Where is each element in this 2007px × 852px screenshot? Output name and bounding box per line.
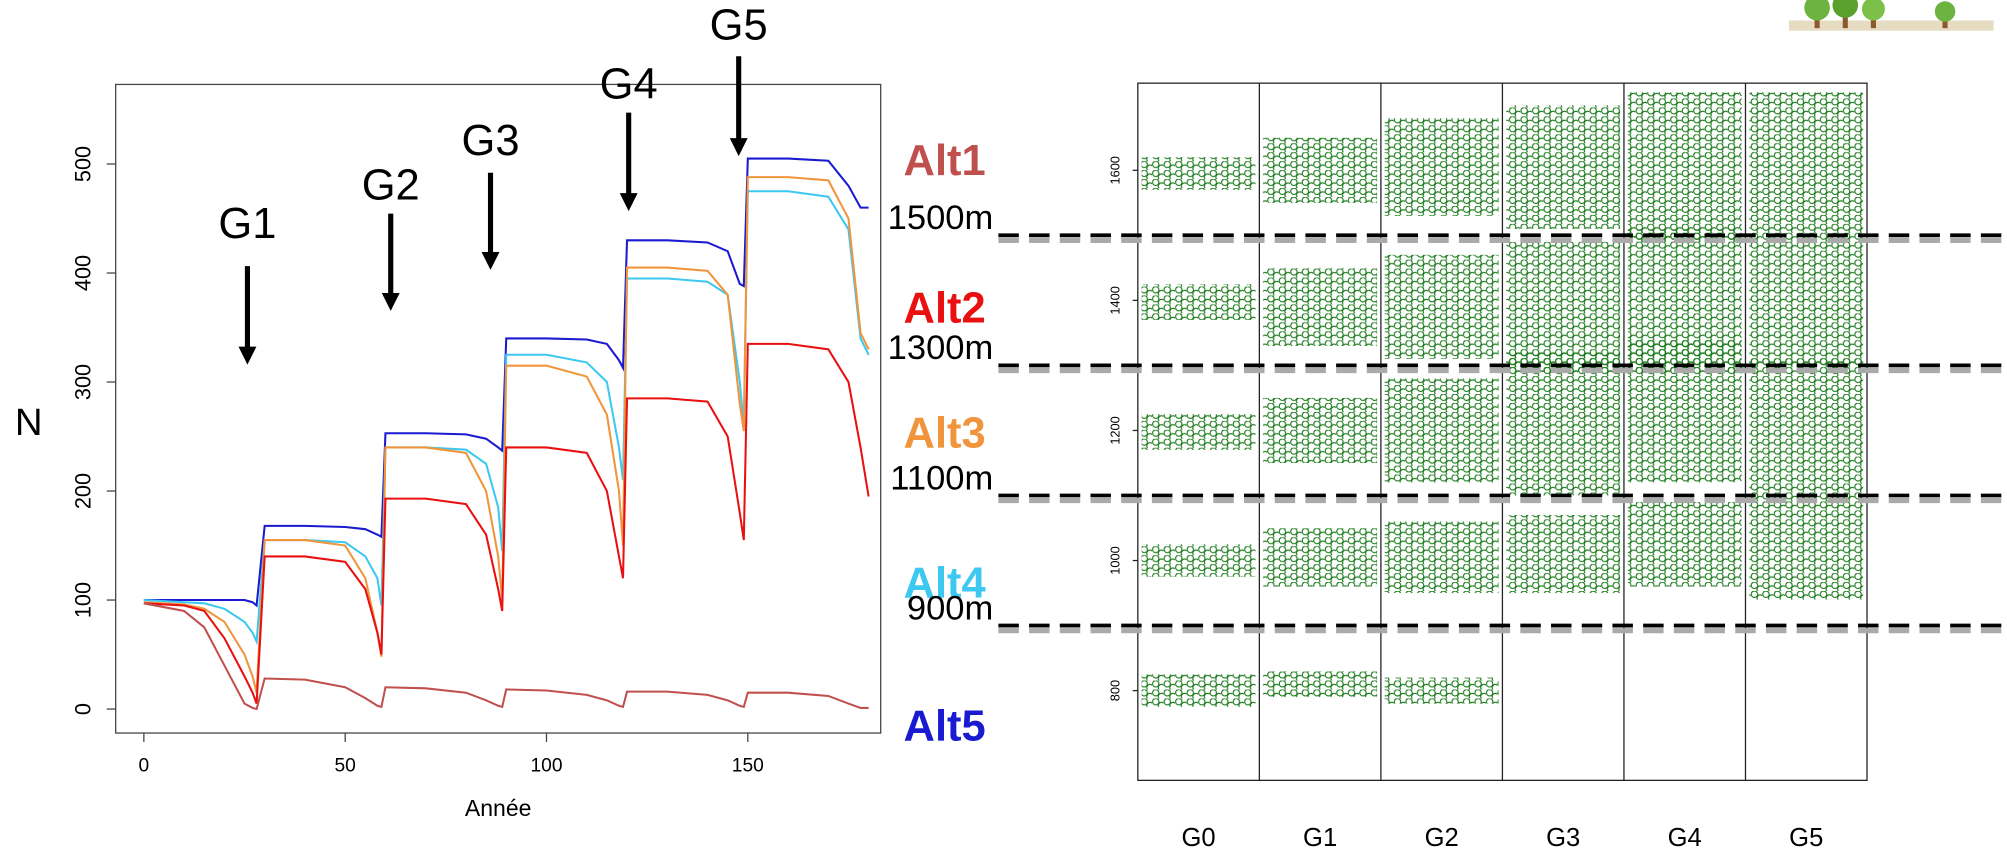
x-tick-label: 150 — [732, 755, 764, 776]
annotation-arrowhead — [481, 252, 500, 270]
point-cloud — [1627, 92, 1742, 242]
y-tick-label: 300 — [71, 364, 96, 400]
y-tick-label: 0 — [71, 703, 96, 715]
x-tick-label: G0 — [1182, 824, 1216, 852]
legend-label: Alt3 — [904, 410, 986, 458]
point-cloud — [1263, 671, 1378, 698]
x-axis-label: Année — [465, 795, 532, 821]
logo — [1788, 0, 1994, 31]
x-tick-label: G2 — [1425, 824, 1459, 852]
plot-frame — [115, 83, 882, 734]
point-cloud — [1506, 352, 1621, 496]
x-tick-label: 0 — [139, 755, 150, 776]
y-tick-label: 800 — [1107, 680, 1122, 701]
point-cloud — [1141, 157, 1256, 190]
point-cloud — [1141, 284, 1256, 320]
series-line — [143, 157, 869, 608]
y-tick-label: 1600 — [1107, 156, 1122, 184]
x-tick-label: G5 — [1789, 824, 1823, 852]
annotation-arrowhead — [381, 292, 400, 311]
point-cloud — [1263, 137, 1378, 203]
annotation: G1 — [218, 200, 276, 248]
annotation: G3 — [462, 117, 520, 165]
y-tick-label: 400 — [71, 255, 96, 291]
point-cloud — [1506, 105, 1621, 229]
series-line — [143, 602, 869, 711]
annotation-arrowhead — [238, 346, 257, 365]
x-tick-label: G3 — [1546, 824, 1580, 852]
annotation-arrowhead — [619, 193, 638, 212]
annotation: G5 — [710, 2, 768, 50]
point-cloud — [1263, 397, 1378, 463]
point-cloud — [1263, 528, 1378, 587]
point-cloud — [1384, 254, 1499, 359]
point-cloud — [1749, 495, 1864, 600]
point-cloud — [1749, 235, 1864, 366]
annotation: G4 — [600, 60, 658, 108]
y-tick-label: 200 — [71, 473, 96, 509]
point-cloud — [1506, 515, 1621, 594]
x-tick-label: 100 — [531, 755, 563, 776]
legend-label: Alt5 — [904, 703, 986, 751]
y-tick-label: 1000 — [1107, 546, 1122, 574]
point-cloud — [1627, 228, 1742, 372]
point-cloud — [1384, 521, 1499, 594]
point-cloud — [1749, 358, 1864, 496]
series-line — [143, 342, 870, 704]
legend-label: Alt4 — [904, 559, 986, 607]
point-cloud — [1141, 674, 1256, 707]
boundary-label: 900m — [907, 589, 993, 627]
y-axis-label: N — [15, 401, 43, 444]
point-cloud — [1141, 544, 1256, 577]
point-cloud — [1263, 267, 1378, 346]
x-tick-label: G4 — [1668, 824, 1702, 852]
boundary-label: 1100m — [890, 459, 993, 497]
series-line — [143, 176, 870, 693]
boundary-label: 1500m — [888, 199, 994, 237]
point-cloud — [1141, 414, 1256, 450]
x-tick-label: G1 — [1303, 824, 1337, 852]
annotation-arrowhead — [729, 138, 748, 157]
point-cloud — [1384, 378, 1499, 483]
point-cloud — [1627, 501, 1742, 587]
y-tick-label: 1400 — [1107, 286, 1122, 314]
point-cloud — [1384, 118, 1499, 216]
boundary-label: 1300m — [888, 329, 994, 367]
y-tick-label: 100 — [71, 582, 96, 618]
legend-label: Alt1 — [904, 137, 986, 185]
legend-label: Alt2 — [904, 284, 986, 332]
point-cloud — [1384, 677, 1499, 704]
annotation: G2 — [362, 162, 420, 210]
point-cloud — [1749, 92, 1864, 236]
y-tick-label: 500 — [71, 146, 96, 182]
y-tick-label: 1200 — [1107, 416, 1122, 444]
point-cloud — [1506, 241, 1621, 372]
x-tick-label: 50 — [335, 755, 356, 776]
